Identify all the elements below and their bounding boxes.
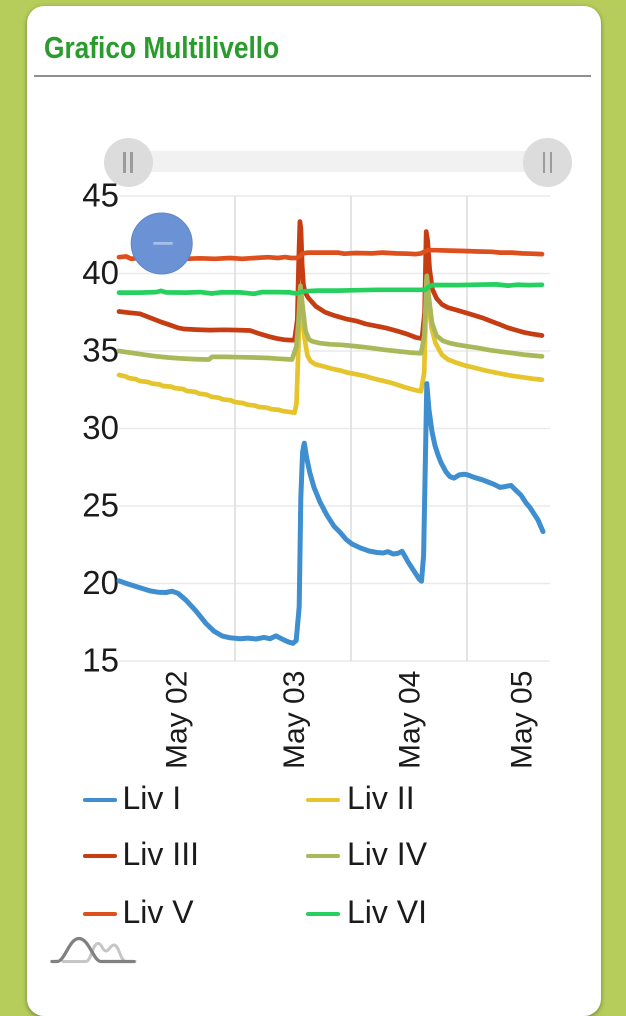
svg-text:May 02: May 02 [161, 671, 194, 769]
svg-text:May 04: May 04 [394, 671, 427, 769]
svg-text:20: 20 [82, 564, 119, 601]
svg-text:40: 40 [82, 254, 119, 291]
svg-text:45: 45 [82, 177, 119, 214]
svg-text:15: 15 [82, 642, 119, 679]
svg-text:30: 30 [82, 409, 119, 446]
svg-text:35: 35 [82, 332, 119, 369]
svg-text:25: 25 [82, 487, 119, 524]
svg-text:May 05: May 05 [506, 671, 539, 769]
svg-text:May 03: May 03 [278, 671, 311, 769]
